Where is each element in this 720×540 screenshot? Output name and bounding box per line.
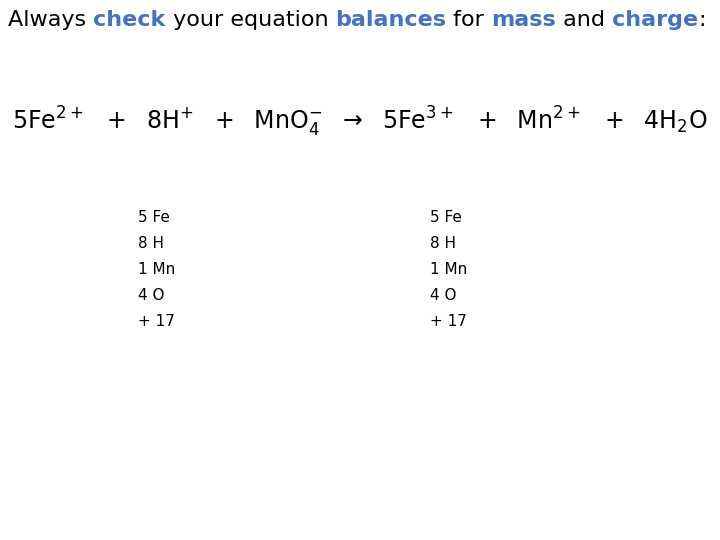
Text: 5 Fe: 5 Fe <box>430 210 462 225</box>
Text: 4 O: 4 O <box>138 288 164 303</box>
Text: $5\mathrm{Fe}^{2+}\ \ +\ \ 8\mathrm{H}^{+}\ \ +\ \ \mathrm{MnO}_4^{-}\ \ \righta: $5\mathrm{Fe}^{2+}\ \ +\ \ 8\mathrm{H}^{… <box>12 105 708 139</box>
Text: + 17: + 17 <box>430 314 467 329</box>
Text: Always: Always <box>8 10 94 30</box>
Text: balances: balances <box>336 10 446 30</box>
Text: mass: mass <box>491 10 556 30</box>
Text: 8 H: 8 H <box>138 236 164 251</box>
Text: :: : <box>698 10 706 30</box>
Text: your equation: your equation <box>166 10 336 30</box>
Text: and: and <box>556 10 612 30</box>
Text: charge: charge <box>612 10 698 30</box>
Text: + 17: + 17 <box>138 314 175 329</box>
Text: 4 O: 4 O <box>430 288 456 303</box>
Text: 5 Fe: 5 Fe <box>138 210 170 225</box>
Text: 1 Mn: 1 Mn <box>138 262 175 277</box>
Text: 8 H: 8 H <box>430 236 456 251</box>
Text: for: for <box>446 10 491 30</box>
Text: check: check <box>94 10 166 30</box>
Text: 1 Mn: 1 Mn <box>430 262 467 277</box>
